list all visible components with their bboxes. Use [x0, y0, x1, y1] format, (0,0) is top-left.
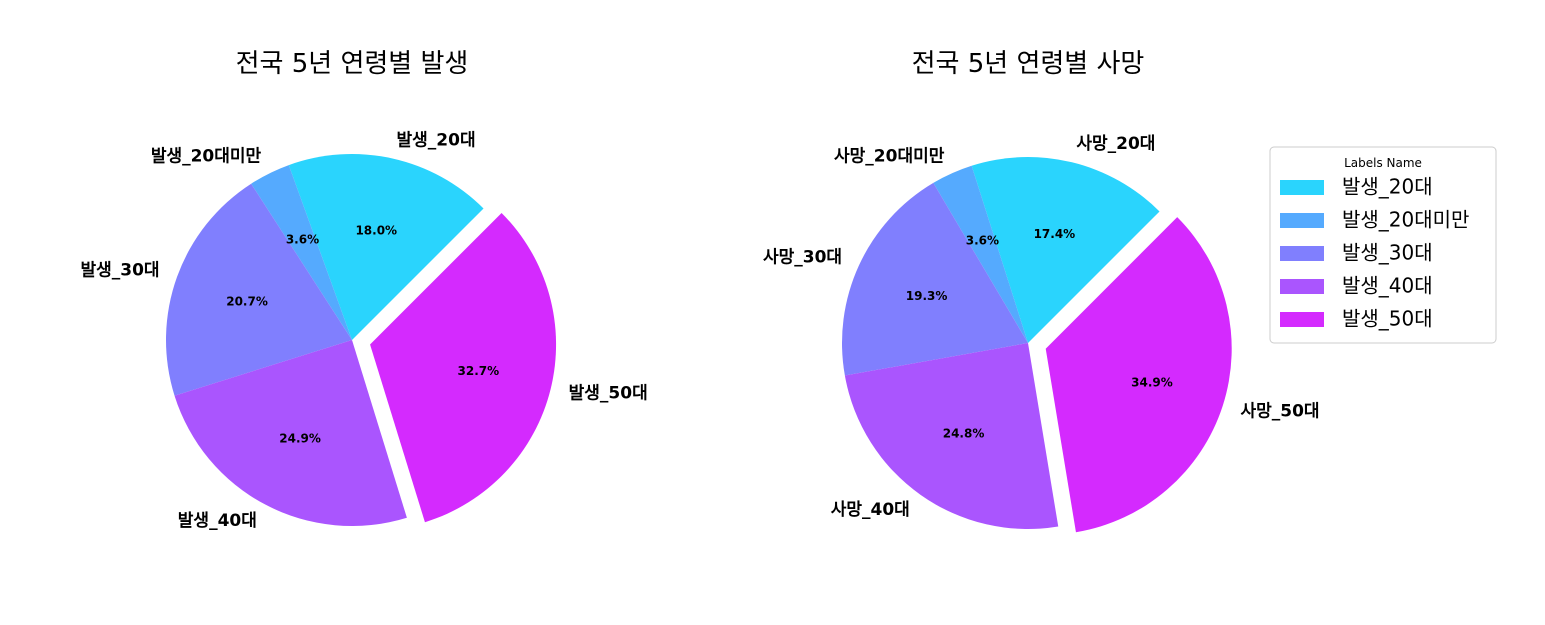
- legend-frame: [1269, 146, 1497, 344]
- pie-category-label-deaths-3: 사망_40대: [831, 500, 910, 520]
- pie-chart-deaths: 전국 5년 연령별 사망 17.4% 사망_20대 3.6% 사망_20대미만 19.3…: [763, 49, 1320, 533]
- pie-slice-deaths-2: [842, 182, 1028, 376]
- pie-value-label-deaths-2: 19.3%: [906, 289, 948, 303]
- legend-label-2: 발생_30대: [1342, 241, 1433, 265]
- legend-swatch-4: [1280, 312, 1324, 327]
- pie-value-label-deaths-1: 3.6%: [966, 234, 999, 248]
- pie-value-label-deaths-4: 34.9%: [1131, 375, 1173, 389]
- pie-category-label-deaths-1: 사망_20대미만: [834, 146, 945, 166]
- pie-slice-incidence-3: [174, 340, 407, 526]
- legend-swatch-2: [1280, 246, 1324, 261]
- chart-title-incidence: 전국 5년 연령별 발생: [236, 49, 469, 79]
- pie-slices-incidence: [165, 153, 557, 526]
- pie-labels-deaths: 17.4% 사망_20대 3.6% 사망_20대미만 19.3% 사망_30대 24.8% 사…: [763, 134, 1320, 520]
- pie-slice-deaths-1: [933, 165, 1028, 343]
- pie-slice-incidence-0: [288, 153, 484, 340]
- legend: Labels Name 발생_20대발생_20대미만발생_30대발생_40대발생…: [1269, 146, 1497, 344]
- pie-chart-incidence: 전국 5년 연령별 발생 18.0% 발생_20대 3.6% 발생_20대미만 20.7…: [80, 49, 647, 531]
- legend-label-1: 발생_20대미만: [1342, 208, 1469, 232]
- pie-category-label-incidence-0: 발생_20대: [397, 130, 476, 150]
- pie-category-label-deaths-2: 사망_30대: [763, 248, 842, 268]
- pie-slices-deaths: [842, 157, 1232, 533]
- pie-category-label-deaths-0: 사망_20대: [1076, 134, 1155, 154]
- pie-value-label-incidence-2: 20.7%: [226, 295, 268, 309]
- pie-slice-incidence-4: [370, 212, 557, 523]
- pie-value-label-deaths-3: 24.8%: [943, 427, 985, 441]
- pie-category-label-deaths-4: 사망_50대: [1240, 401, 1319, 421]
- legend-label-3: 발생_40대: [1342, 274, 1433, 298]
- legend-swatch-0: [1280, 180, 1324, 195]
- pie-slice-incidence-1: [251, 165, 352, 340]
- pie-category-label-incidence-1: 발생_20대미만: [151, 147, 262, 167]
- legend-label-4: 발생_50대: [1342, 307, 1433, 331]
- pie-category-label-incidence-2: 발생_30대: [80, 260, 159, 280]
- pie-value-label-incidence-0: 18.0%: [355, 224, 397, 238]
- pie-value-label-incidence-1: 3.6%: [286, 232, 319, 246]
- pie-labels-incidence: 18.0% 발생_20대 3.6% 발생_20대미만 20.7% 발생_30대 24.9% 발…: [80, 130, 647, 531]
- pie-category-label-incidence-4: 발생_50대: [569, 384, 648, 404]
- pie-value-label-incidence-3: 24.9%: [279, 431, 321, 445]
- legend-swatch-1: [1280, 213, 1324, 228]
- pie-category-label-incidence-3: 발생_40대: [178, 511, 257, 531]
- legend-label-0: 발생_20대: [1342, 175, 1433, 199]
- legend-swatch-3: [1280, 279, 1324, 294]
- pie-value-label-incidence-4: 32.7%: [458, 364, 500, 378]
- legend-title: Labels Name: [1344, 156, 1422, 170]
- pie-value-label-deaths-0: 17.4%: [1034, 227, 1076, 241]
- pie-slice-deaths-0: [971, 157, 1160, 343]
- pie-slice-deaths-4: [1045, 217, 1232, 533]
- chart-title-deaths: 전국 5년 연령별 사망: [912, 49, 1145, 79]
- pie-slice-deaths-3: [844, 343, 1059, 529]
- pie-slice-incidence-2: [165, 183, 352, 396]
